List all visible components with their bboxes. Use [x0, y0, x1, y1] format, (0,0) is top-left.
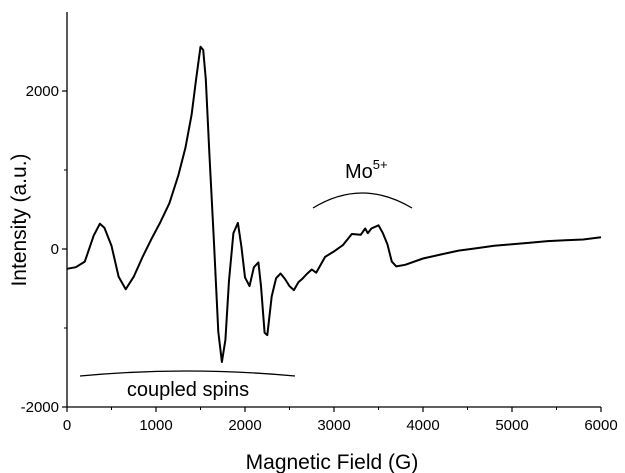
y-tick-label: 0	[51, 241, 59, 258]
x-tick-label: 6000	[584, 417, 617, 434]
x-tick-label: 0	[63, 417, 71, 434]
coupled-spins-label: coupled spins	[127, 379, 249, 401]
mo5-label-superscript: 5+	[373, 157, 388, 172]
x-tick-label: 5000	[495, 417, 528, 434]
mo5-label-base: Mo	[345, 161, 373, 183]
mo5-bracket	[312, 192, 413, 209]
x-axis-title: Magnetic Field (G)	[246, 451, 419, 473]
x-axis-ticks: 0 1000 2000 3000 4000 5000 6000	[63, 407, 618, 434]
mo5-label: Mo5+	[345, 157, 388, 183]
series-layer	[66, 45, 602, 363]
y-axis-ticks: -2000 0 2000	[21, 83, 67, 416]
y-tick-label: -2000	[21, 399, 59, 416]
x-tick-label: 4000	[406, 417, 439, 434]
plot-frame	[66, 12, 601, 408]
x-tick-label: 2000	[228, 417, 261, 434]
x-tick-label: 3000	[317, 417, 350, 434]
x-tick-label: 1000	[139, 417, 172, 434]
epr-spectrum-line	[66, 45, 602, 363]
coupled-spins-bracket	[79, 370, 296, 377]
y-tick-label: 2000	[26, 83, 59, 100]
y-axis-title: Intensity (a.u.)	[8, 153, 31, 286]
